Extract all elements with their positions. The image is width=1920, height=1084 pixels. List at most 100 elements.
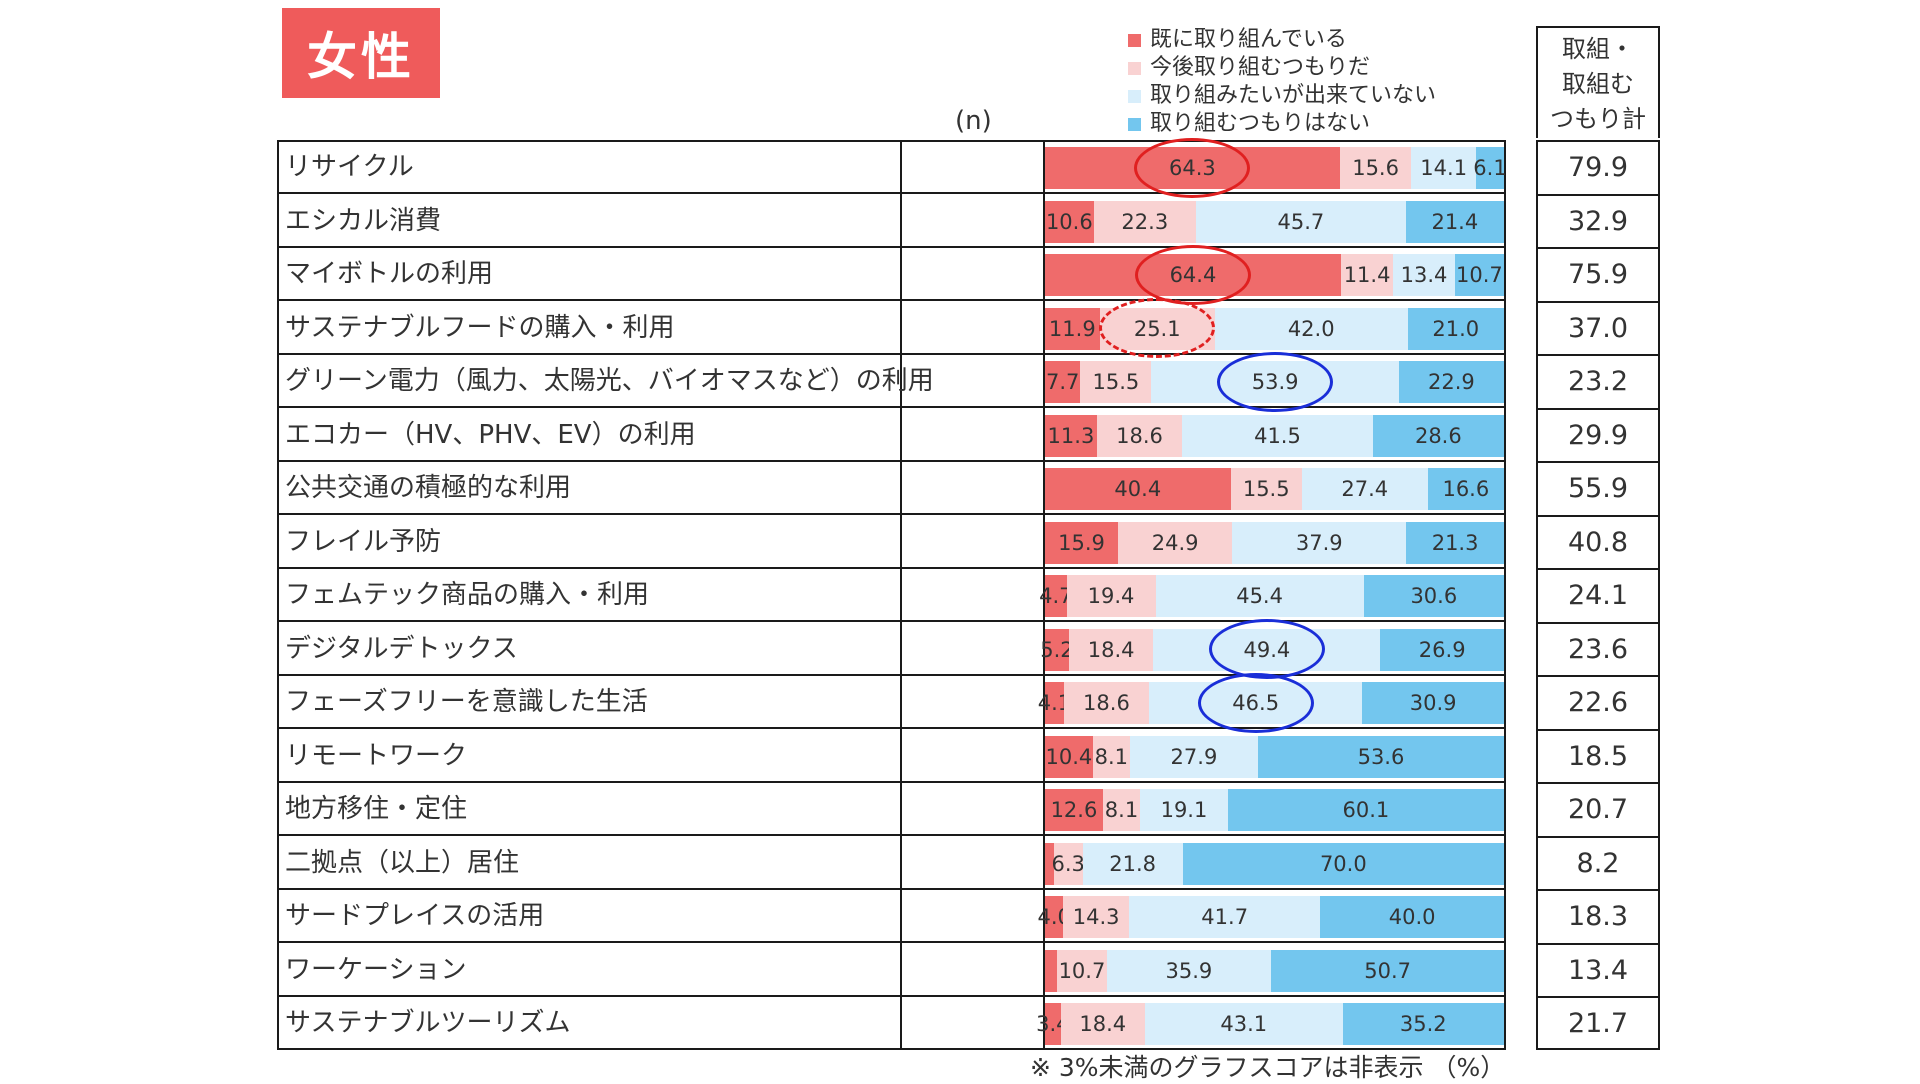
sum-column-header: 取組・ 取組む つもり計	[1536, 26, 1660, 138]
bar-segment: 21.4	[1405, 200, 1504, 243]
bar-segment: 30.6	[1363, 575, 1504, 617]
bar-segment: 41.7	[1128, 896, 1321, 938]
row-label: エシカル消費	[285, 205, 442, 236]
bar-segment: 6.1	[1473, 147, 1507, 189]
bar-segment: 8.1	[1102, 789, 1141, 831]
bar-segment: 21.3	[1406, 521, 1504, 564]
legend-swatch	[1128, 33, 1141, 47]
bar-segment: 18.4	[1060, 1003, 1145, 1045]
table-row: サステナブルツーリズム(1,400)3.418.443.135.2	[277, 997, 1506, 1050]
stacked-bar: 10.7 35.9 50.7	[1045, 949, 1504, 992]
sum-row-divider	[1536, 300, 1660, 303]
row-divider	[277, 941, 1506, 943]
row-divider	[277, 192, 1506, 194]
stacked-bar: 12.6 8.1 19.1 60.1	[1045, 789, 1504, 831]
data-label: 45.7	[1277, 209, 1325, 234]
data-label: 37.9	[1295, 530, 1343, 555]
row-label: サードプレイスの活用	[285, 901, 545, 931]
sum-value: 32.9	[1567, 205, 1629, 237]
bar-segment: 27.4	[1301, 468, 1428, 510]
row-label: サステナブルフードの購入・利用	[285, 312, 675, 343]
legend-swatch	[1128, 61, 1141, 75]
bar-segment: 10.7	[1057, 949, 1107, 992]
data-label: 27.4	[1341, 477, 1389, 501]
table-row: エコカー（HV、PHV、EV）の利用(1,400)11.318.641.528.…	[277, 409, 1506, 462]
data-label: 30.9	[1409, 691, 1457, 715]
bar-segment: 15.5	[1080, 361, 1152, 403]
bar-segment: 30.9	[1362, 682, 1504, 724]
bar-segment: 10.6	[1045, 200, 1094, 243]
data-label: 16.6	[1442, 477, 1490, 501]
table-row: 地方移住・定住(1,400)12.68.119.160.1	[277, 783, 1506, 836]
row-divider	[277, 887, 1506, 890]
table-row: ワーケーション(1,400)10.735.950.7	[277, 944, 1506, 997]
stacked-bar: 64.3 15.6 14.1 6.1	[1045, 147, 1507, 189]
data-label: 8.1	[1104, 798, 1139, 822]
data-label: 43.1	[1220, 1012, 1268, 1036]
sum-value: 24.1	[1567, 580, 1629, 611]
bar-segment: 40.4	[1045, 468, 1231, 510]
bar-segment: 19.4	[1066, 575, 1156, 617]
data-label: 64.3	[1169, 156, 1216, 180]
bar-segment: 22.3	[1093, 200, 1196, 243]
sum-value: 20.7	[1567, 794, 1629, 825]
sum-header-line-3: つもり計	[1550, 105, 1646, 133]
data-label: 15.6	[1352, 156, 1399, 180]
bar-segment: 60.1	[1227, 789, 1504, 831]
stacked-bar: 11.9 25.1 42.0 21.0	[1045, 307, 1504, 350]
sum-row-divider	[1536, 782, 1660, 784]
bar-segment: 40.0	[1320, 896, 1504, 938]
table-row: リサイクル(1,400)64.315.614.16.1	[277, 141, 1507, 194]
bar-segment: 15.9	[1045, 521, 1118, 564]
row-label: リモートワーク	[285, 740, 468, 771]
legend-label: 取り組みたいが出来ていない	[1150, 83, 1437, 108]
table-row: リモートワーク(1,400)10.48.127.953.6	[277, 730, 1506, 783]
data-label: 13.4	[1400, 263, 1448, 287]
bar-segment: 11.3	[1045, 414, 1097, 457]
row-divider	[277, 299, 1506, 301]
row-label: サステナブルツーリズム	[285, 1008, 571, 1038]
sum-row-divider	[1536, 675, 1660, 677]
bar-segment: 15.6	[1339, 147, 1412, 189]
bar-segment: 35.2	[1342, 1003, 1504, 1045]
bar-segment: 27.9	[1129, 735, 1258, 778]
n-column-header: (n)	[955, 106, 992, 136]
data-label: 42.0	[1287, 316, 1335, 341]
sum-header-line-1: 取組・	[1562, 35, 1634, 63]
row-label: マイボトルの利用	[285, 259, 494, 289]
bar-segment	[1045, 842, 1054, 885]
data-label: 14.3	[1072, 905, 1120, 929]
row-label: フレイル予防	[285, 526, 442, 557]
bar-segment: 16.6	[1427, 468, 1504, 510]
bar-segment: 4.0	[1037, 896, 1071, 938]
bar-segment: 46.5	[1149, 682, 1363, 724]
data-label: 7.7	[1045, 370, 1080, 394]
legend-swatch	[1128, 117, 1141, 131]
legend-label: 既に取り組んでいる	[1150, 27, 1347, 52]
sum-row-divider	[1536, 621, 1660, 624]
row-label: 公共交通の積極的な利用	[285, 473, 572, 503]
row-divider	[277, 566, 1506, 569]
bar-segment	[1045, 949, 1058, 992]
data-label: 18.4	[1079, 1012, 1127, 1036]
data-label: 6.3	[1051, 851, 1085, 876]
bar-segment: 5.2	[1040, 628, 1074, 671]
row-divider	[277, 406, 1506, 408]
bar-segment: 64.4	[1045, 254, 1341, 296]
data-label: 53.9	[1251, 370, 1299, 394]
data-label: 18.4	[1087, 637, 1135, 662]
sum-value: 55.9	[1567, 473, 1629, 504]
sum-row-divider	[1536, 354, 1660, 356]
data-label: 21.4	[1431, 209, 1479, 234]
sum-value: 75.9	[1567, 259, 1629, 290]
bar-segment: 45.7	[1195, 200, 1406, 243]
stacked-bar: 64.4 11.4 13.4 10.7	[1045, 254, 1504, 296]
sum-row-divider	[1536, 193, 1660, 196]
row-label: リサイクル	[285, 152, 414, 182]
bar-segment: 24.9	[1117, 521, 1233, 564]
stacked-bar: 40.4 15.5 27.4 16.6	[1045, 468, 1504, 510]
data-label: 40.0	[1388, 905, 1436, 929]
data-label: 22.9	[1428, 370, 1475, 394]
sum-row-divider	[1536, 407, 1660, 410]
sum-row-divider	[1536, 889, 1660, 891]
